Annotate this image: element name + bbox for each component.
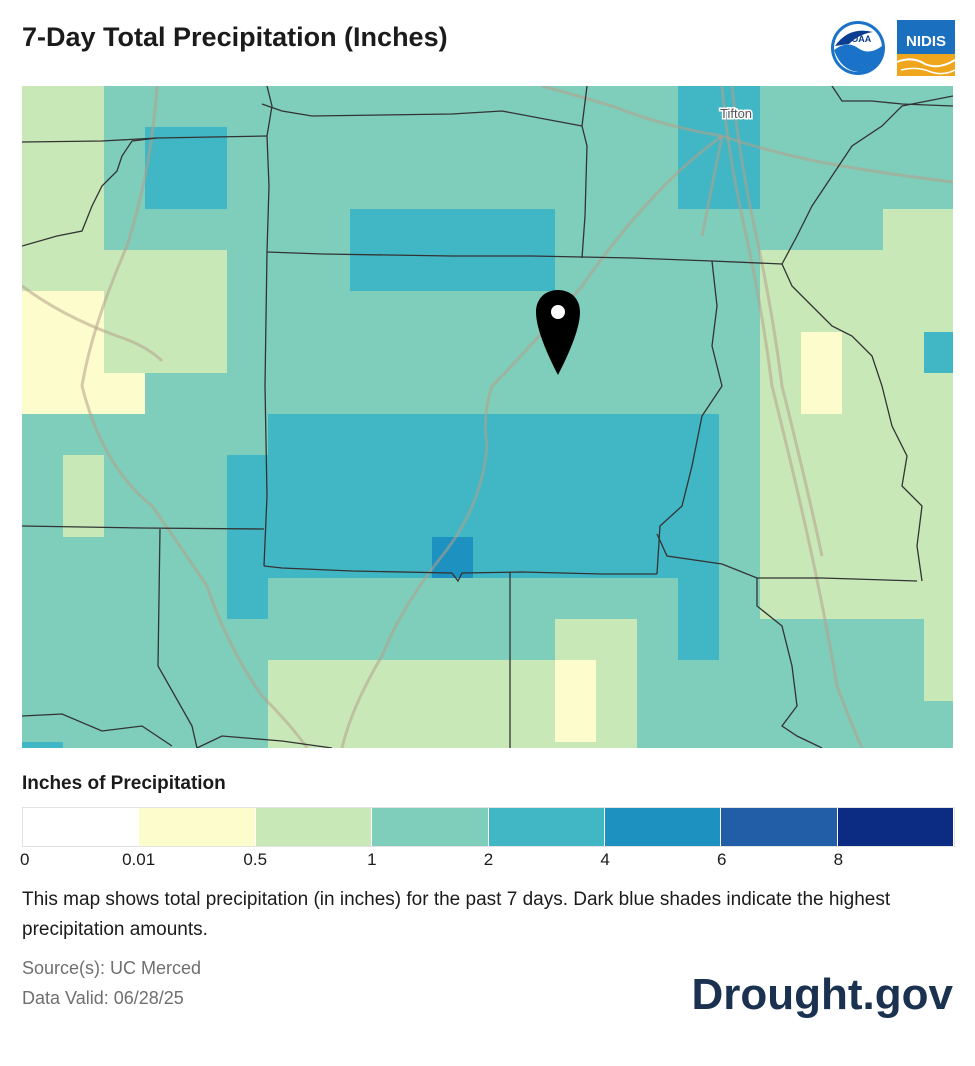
noaa-logo-text: NOAA — [845, 34, 872, 44]
legend-tick-5: 4 — [600, 850, 610, 869]
legend-tick-2: 0.5 — [243, 850, 268, 869]
legend-tick-0: 0 — [20, 850, 30, 869]
legend-tick-4: 2 — [483, 850, 494, 869]
precipitation-map[interactable]: Tifton — [22, 86, 953, 748]
legend-swatch-6 — [721, 808, 838, 846]
legend-tick-7: 8 — [833, 850, 844, 869]
nidis-logo[interactable]: NIDIS — [897, 20, 955, 76]
legend-tick-1: 0.01 — [122, 850, 156, 869]
legend-tick-3: 1 — [367, 850, 377, 869]
legend-title: Inches of Precipitation — [22, 773, 226, 794]
legend-swatch-7 — [837, 808, 954, 846]
precipitation-grid — [22, 86, 953, 748]
legend-swatch-1 — [139, 808, 256, 846]
legend-tick-labels: 0 0.01 0.5 1 2 4 6 8 — [0, 850, 975, 874]
location-pin-icon[interactable] — [536, 290, 580, 375]
logo-group: NOAA NIDIS — [829, 20, 955, 76]
legend-color-bar — [22, 807, 955, 847]
legend-swatch-4 — [488, 808, 605, 846]
legend-tick-6: 6 — [717, 850, 727, 869]
legend-swatch-3 — [372, 808, 489, 846]
roads — [22, 86, 953, 748]
map-description: This map shows total precipitation (in i… — [22, 889, 891, 940]
county-boundaries — [22, 86, 953, 748]
nidis-logo-text: NIDIS — [906, 33, 946, 50]
noaa-logo[interactable]: NOAA — [829, 20, 887, 76]
legend-swatch-5 — [604, 808, 722, 846]
drought-gov-link[interactable]: Drought.gov — [691, 970, 953, 1019]
legend-swatch-2 — [255, 808, 373, 846]
data-valid-text: Data Valid: 06/28/25 — [22, 988, 184, 1008]
page-title: 7-Day Total Precipitation (Inches) — [22, 22, 448, 52]
source-text: Source(s): UC Merced — [22, 958, 202, 978]
map-label-tifton: Tifton — [720, 106, 752, 121]
legend-swatch-0 — [23, 808, 140, 846]
